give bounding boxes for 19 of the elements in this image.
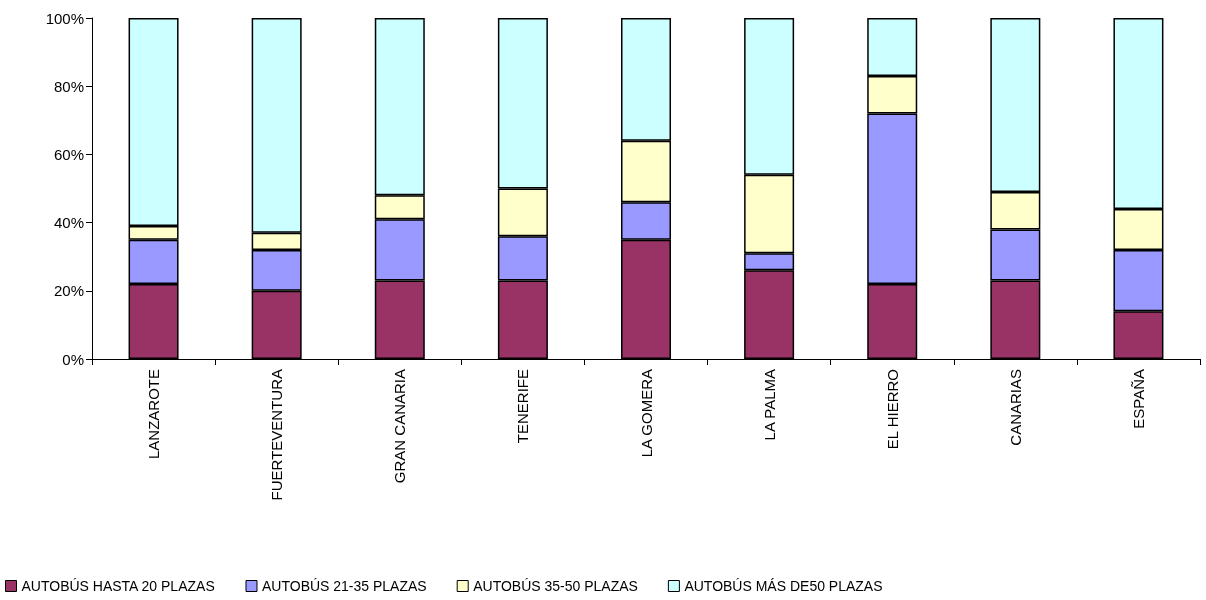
legend-label: AUTOBÚS HASTA 20 PLAZAS [21, 578, 215, 594]
y-tick-label: 0% [62, 350, 84, 368]
y-tick-label: 60% [53, 145, 84, 163]
x-tick-label: FUERTEVENTURA [268, 369, 286, 501]
x-tick-label: TENERIFE [514, 369, 532, 444]
y-tick-label: 40% [53, 214, 84, 232]
x-tick-label: CANARIAS [1006, 369, 1024, 446]
y-tick-label: 80% [53, 77, 84, 95]
legend-label: AUTOBÚS 35-50 PLAZAS [473, 578, 638, 594]
x-tick-label: GRAN CANARIA [391, 369, 409, 484]
x-tick-label: EL HIERRO [883, 369, 901, 450]
legend-label: AUTOBÚS MÁS DE50 PLAZAS [684, 578, 883, 594]
x-tick-label: LA GOMERA [637, 369, 655, 458]
x-tick-label: LA PALMA [760, 369, 778, 441]
y-tick-label: 100% [45, 9, 84, 27]
x-tick-label: LANZAROTE [145, 369, 163, 460]
y-tick-label: 20% [53, 282, 84, 300]
x-tick-label: ESPAÑA [1129, 369, 1147, 429]
legend-label: AUTOBÚS 21-35 PLAZAS [261, 578, 427, 594]
